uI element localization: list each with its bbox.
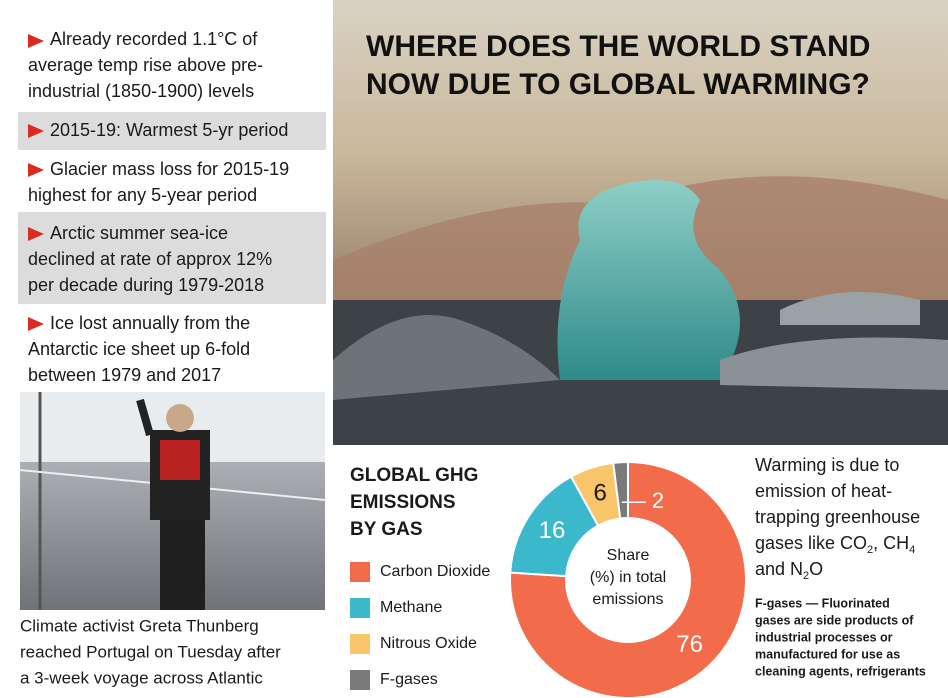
fgas-note: F-gases — Fluorinated xyxy=(755,596,890,610)
bullet-text: Glacier mass loss for 2015-19 xyxy=(50,159,289,179)
legend-label: Methane xyxy=(380,599,442,616)
fgas-note: gases are side products of xyxy=(755,613,914,627)
chart-title: BY GAS xyxy=(350,519,423,540)
slice-label: 76 xyxy=(676,631,703,658)
fgas-note: manufactured for use as xyxy=(755,647,900,661)
bullet-text: Ice lost annually from the xyxy=(50,313,250,333)
activist-photo xyxy=(20,392,325,610)
legend-swatch xyxy=(350,562,370,582)
legend-label: Nitrous Oxide xyxy=(380,635,477,652)
slice-label: 16 xyxy=(539,517,566,544)
note-text: , CH xyxy=(873,533,909,553)
note-text: and N xyxy=(755,559,803,579)
legend-swatch xyxy=(350,598,370,618)
photo-caption: reached Portugal on Tuesday after xyxy=(20,642,281,661)
bullet-text: 2015-19: Warmest 5-yr period xyxy=(50,120,288,140)
fgas-note: industrial processes or xyxy=(755,630,893,644)
bullet-text: highest for any 5-year period xyxy=(28,185,257,205)
photo-caption: Climate activist Greta Thunberg xyxy=(20,616,259,635)
subscript: 4 xyxy=(909,544,915,556)
infographic: WHERE DOES THE WORLD STAND NOW DUE TO GL… xyxy=(0,0,948,698)
slice-label: 6 xyxy=(594,480,607,507)
center-label: Share xyxy=(607,547,650,564)
iceberg-photo xyxy=(333,0,948,445)
warming-note: gases like CO2, CH4 xyxy=(755,533,915,556)
chart-title: GLOBAL GHG xyxy=(350,465,478,486)
note-text: trapping greenhouse xyxy=(755,507,920,527)
center-label: emissions xyxy=(592,591,663,608)
bullet-text: declined at rate of approx 12% xyxy=(28,249,272,269)
note-text: Warming is due to xyxy=(755,455,899,475)
warming-note: trapping greenhouse xyxy=(755,507,920,527)
note-text: emission of heat- xyxy=(755,481,892,501)
bullet-text: between 1979 and 2017 xyxy=(28,365,221,385)
center-label: (%) in total xyxy=(590,569,666,586)
legend-swatch xyxy=(350,670,370,690)
warming-note: Warming is due to xyxy=(755,455,899,475)
bullet-text: industrial (1850-1900) levels xyxy=(28,81,254,101)
photo-caption: a 3-week voyage across Atlantic xyxy=(20,668,263,687)
bullet-text: average temp rise above pre- xyxy=(28,55,263,75)
bullet-text: Already recorded 1.1°C of xyxy=(50,29,258,49)
legend-label: F-gases xyxy=(380,671,438,688)
legend-label: Carbon Dioxide xyxy=(380,563,490,580)
warming-note: and N2O xyxy=(755,559,823,582)
legend-swatch xyxy=(350,634,370,654)
note-text: gases like CO xyxy=(755,533,867,553)
headline: WHERE DOES THE WORLD STAND xyxy=(366,30,870,63)
chart-title: EMISSIONS xyxy=(350,492,456,513)
warming-note: emission of heat- xyxy=(755,481,892,501)
bullet-text: Arctic summer sea-ice xyxy=(50,223,228,243)
bullet-text: Antarctic ice sheet up 6-fold xyxy=(28,339,250,359)
fgas-note: cleaning agents, refrigerants xyxy=(755,664,926,678)
bullet-text: per decade during 1979-2018 xyxy=(28,275,264,295)
note-text: O xyxy=(809,559,823,579)
headline: NOW DUE TO GLOBAL WARMING? xyxy=(366,68,870,101)
slice-label: 2 xyxy=(652,488,664,513)
